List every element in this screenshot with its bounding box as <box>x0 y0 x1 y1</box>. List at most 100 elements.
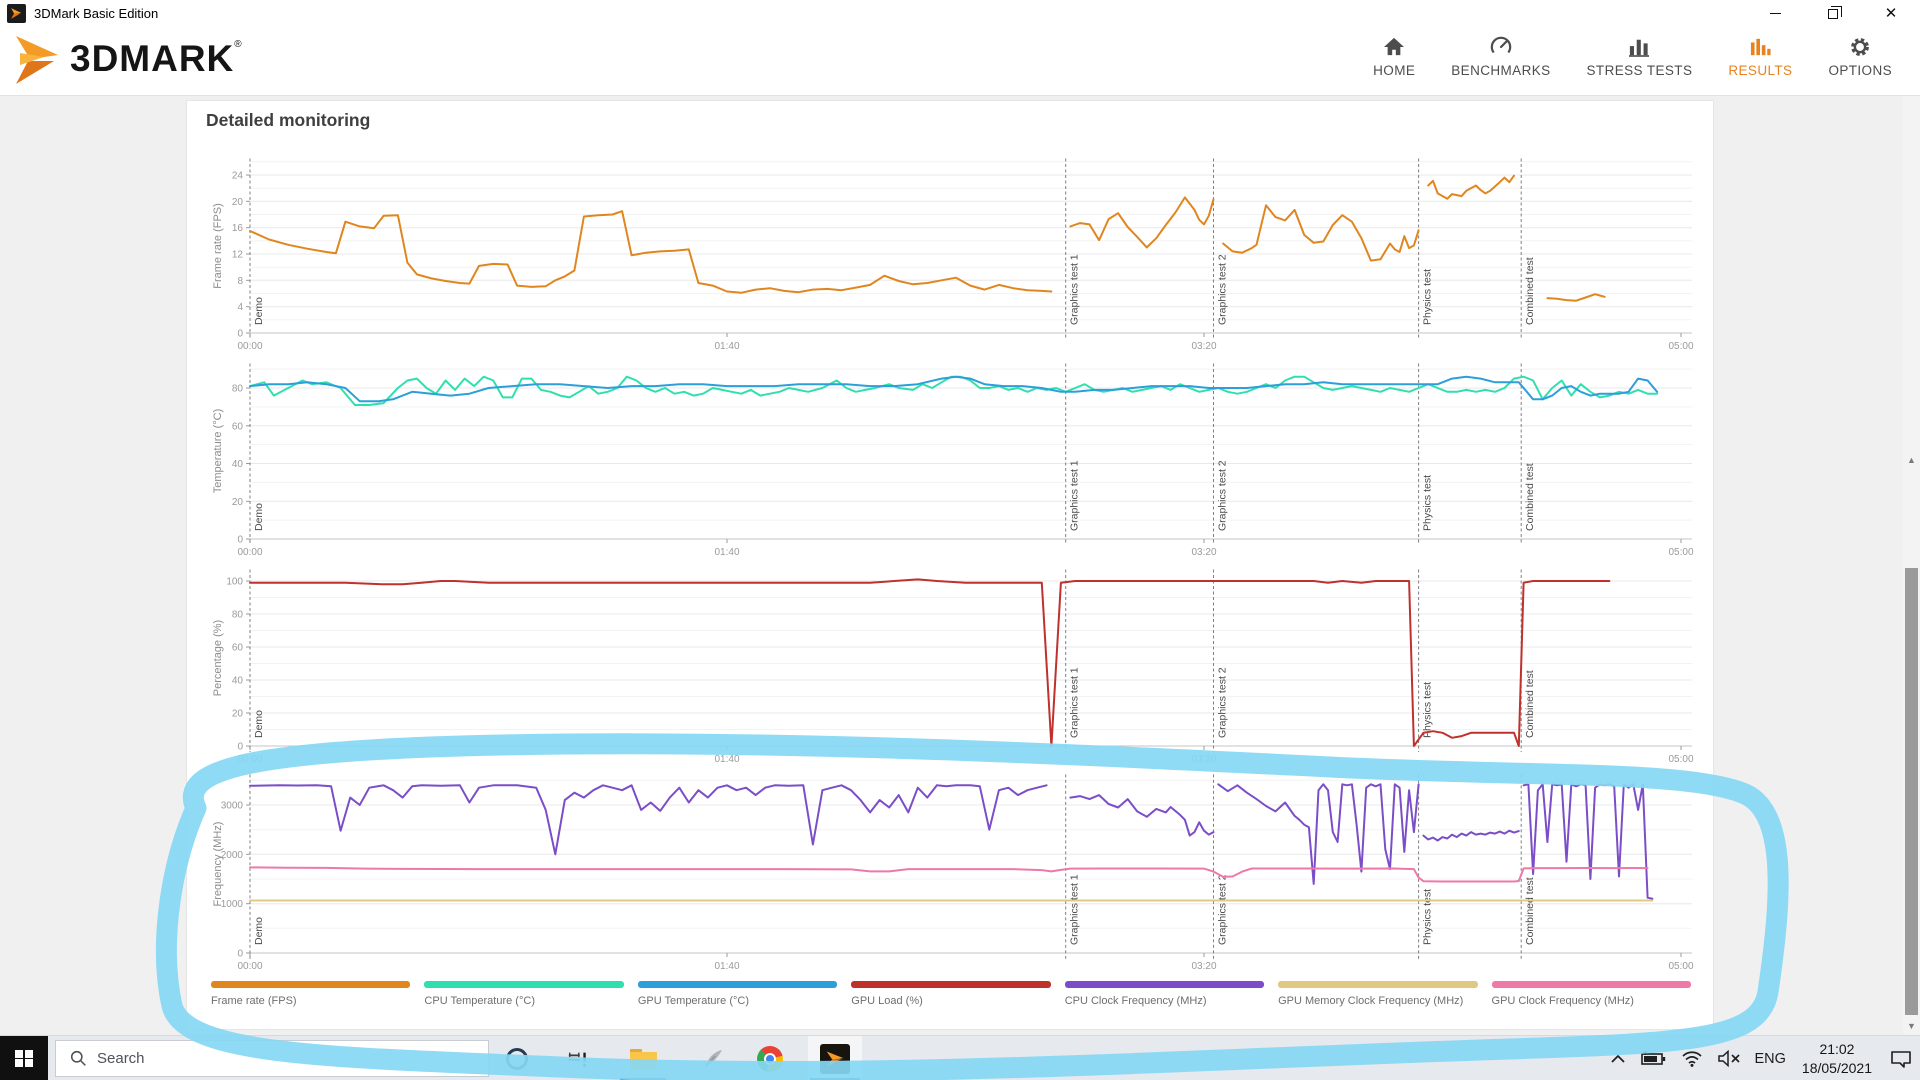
gear-icon <box>1849 35 1871 59</box>
svg-text:Physics test: Physics test <box>1422 475 1434 531</box>
svg-text:05:00: 05:00 <box>1668 547 1693 558</box>
legend-item: CPU Temperature (°C) <box>424 981 624 1007</box>
svg-text:0: 0 <box>237 329 243 340</box>
nav-item-results[interactable]: RESULTS <box>1728 35 1792 78</box>
home-icon <box>1383 35 1405 59</box>
nav-item-home[interactable]: HOME <box>1373 35 1415 78</box>
chrome-icon[interactable] <box>753 1036 787 1080</box>
nav-label-results: RESULTS <box>1728 63 1793 78</box>
svg-text:0: 0 <box>237 949 243 960</box>
svg-text:60: 60 <box>232 421 244 432</box>
threedmark-taskbar-button[interactable] <box>808 1036 862 1080</box>
svg-text:Percentage (%): Percentage (%) <box>212 620 224 696</box>
scrollbar-up-icon[interactable]: ▲ <box>1907 455 1916 465</box>
svg-text:Demo: Demo <box>253 297 265 325</box>
battery-icon[interactable] <box>1640 1050 1667 1067</box>
svg-text:00:00: 00:00 <box>237 547 262 558</box>
svg-text:Graphics test 1: Graphics test 1 <box>1069 254 1081 325</box>
svg-text:Combined test: Combined test <box>1524 463 1536 531</box>
volume-muted-icon[interactable] <box>1717 1050 1741 1067</box>
clock-time: 21:02 <box>1819 1041 1855 1058</box>
restore-button[interactable] <box>1804 0 1862 27</box>
svg-text:16: 16 <box>232 223 244 234</box>
clock-date: 18/05/2021 <box>1801 1059 1872 1076</box>
nav-item-options[interactable]: OPTIONS <box>1828 35 1892 78</box>
system-tray: ENG 21:02 18/05/2021 <box>1610 1036 1920 1080</box>
action-center-icon[interactable] <box>1890 1049 1912 1069</box>
brand-text: 3DMARK <box>70 38 235 79</box>
search-placeholder: Search <box>97 1050 145 1067</box>
svg-text:00:00: 00:00 <box>237 341 262 352</box>
windows-logo-icon <box>15 1049 33 1068</box>
scrollbar-down-icon[interactable]: ▼ <box>1907 1021 1916 1031</box>
legend-item: CPU Clock Frequency (MHz) <box>1064 981 1265 1007</box>
legend-swatch <box>1064 981 1265 988</box>
legend-label: GPU Load (%) <box>851 995 923 1007</box>
legend-label: GPU Memory Clock Frequency (MHz) <box>1278 995 1464 1007</box>
svg-text:40: 40 <box>232 676 244 687</box>
svg-text:05:00: 05:00 <box>1668 961 1693 972</box>
svg-text:20: 20 <box>232 497 244 508</box>
start-button[interactable] <box>0 1036 48 1080</box>
clock[interactable]: 21:02 18/05/2021 <box>1802 1040 1872 1076</box>
cortana-icon[interactable] <box>500 1036 534 1080</box>
nav-bar: 3DMARK ® HOME BENCHMARKS STRESS TESTS <box>0 27 1920 96</box>
legend-label: CPU Temperature (°C) <box>424 995 535 1007</box>
minimize-icon <box>1769 12 1781 15</box>
legend-swatch <box>1491 981 1691 988</box>
page-title: Detailed monitoring <box>206 110 371 130</box>
scrollbar[interactable]: ▲ ▼ <box>1903 96 1920 1035</box>
legend-swatch <box>424 981 624 988</box>
svg-text:Demo: Demo <box>253 503 265 531</box>
svg-text:20: 20 <box>232 709 244 720</box>
svg-text:05:00: 05:00 <box>1668 341 1693 352</box>
legend-label: Frame rate (FPS) <box>211 995 297 1007</box>
minimize-button[interactable] <box>1746 0 1804 27</box>
svg-text:Frame rate (FPS): Frame rate (FPS) <box>212 203 224 289</box>
svg-text:00:00: 00:00 <box>237 754 262 765</box>
pinned-app-icon[interactable] <box>560 1036 594 1080</box>
legend-swatch <box>1278 981 1478 988</box>
svg-text:Physics test: Physics test <box>1422 269 1434 325</box>
svg-text:Graphics test 2: Graphics test 2 <box>1217 667 1229 738</box>
svg-text:Physics test: Physics test <box>1422 682 1434 738</box>
svg-text:05:00: 05:00 <box>1668 754 1693 765</box>
svg-text:Graphics test 1: Graphics test 1 <box>1069 874 1081 945</box>
file-explorer-icon[interactable] <box>626 1036 660 1080</box>
svg-text:03:20: 03:20 <box>1191 961 1216 972</box>
window-title: 3DMark Basic Edition <box>34 6 159 21</box>
svg-text:60: 60 <box>232 643 244 654</box>
bars-icon <box>1628 35 1650 59</box>
wifi-icon[interactable] <box>1681 1050 1703 1067</box>
close-button[interactable]: ✕ <box>1862 0 1920 27</box>
svg-text:Combined test: Combined test <box>1524 257 1536 325</box>
svg-text:Frequency (MHz): Frequency (MHz) <box>212 822 224 907</box>
nav-label-options: OPTIONS <box>1828 63 1892 78</box>
nav-item-stress-tests[interactable]: STRESS TESTS <box>1587 35 1693 78</box>
language-indicator[interactable]: ENG <box>1754 1050 1786 1067</box>
feather-icon[interactable] <box>696 1036 730 1080</box>
legend-swatch <box>637 981 838 988</box>
search-icon <box>70 1050 86 1066</box>
taskbar: Search <box>0 1035 1920 1080</box>
svg-text:Physics test: Physics test <box>1422 889 1434 945</box>
svg-text:00:00: 00:00 <box>237 961 262 972</box>
tray-chevron-up-icon[interactable] <box>1610 1054 1626 1064</box>
legend-item: Frame rate (FPS) <box>211 981 411 1007</box>
chart-temperature: 0 20 40 60 80 Temperature (°C) 00:00 01:40 03:20… <box>187 357 1715 563</box>
svg-text:24: 24 <box>232 171 244 182</box>
svg-text:01:40: 01:40 <box>714 961 739 972</box>
search-input[interactable]: Search <box>55 1040 489 1077</box>
svg-text:Temperature (°C): Temperature (°C) <box>212 409 224 493</box>
restore-icon <box>1828 5 1842 19</box>
svg-text:03:20: 03:20 <box>1191 754 1216 765</box>
legend-label: GPU Clock Frequency (MHz) <box>1491 995 1634 1007</box>
nav-item-benchmarks[interactable]: BENCHMARKS <box>1451 35 1550 78</box>
svg-text:Graphics test 2: Graphics test 2 <box>1217 254 1229 325</box>
nav-label-home: HOME <box>1373 63 1416 78</box>
svg-text:1000: 1000 <box>221 899 244 910</box>
scrollbar-thumb[interactable] <box>1905 568 1918 1015</box>
svg-text:01:40: 01:40 <box>714 341 739 352</box>
svg-text:01:40: 01:40 <box>714 754 739 765</box>
brand-registered-mark: ® <box>234 39 242 50</box>
